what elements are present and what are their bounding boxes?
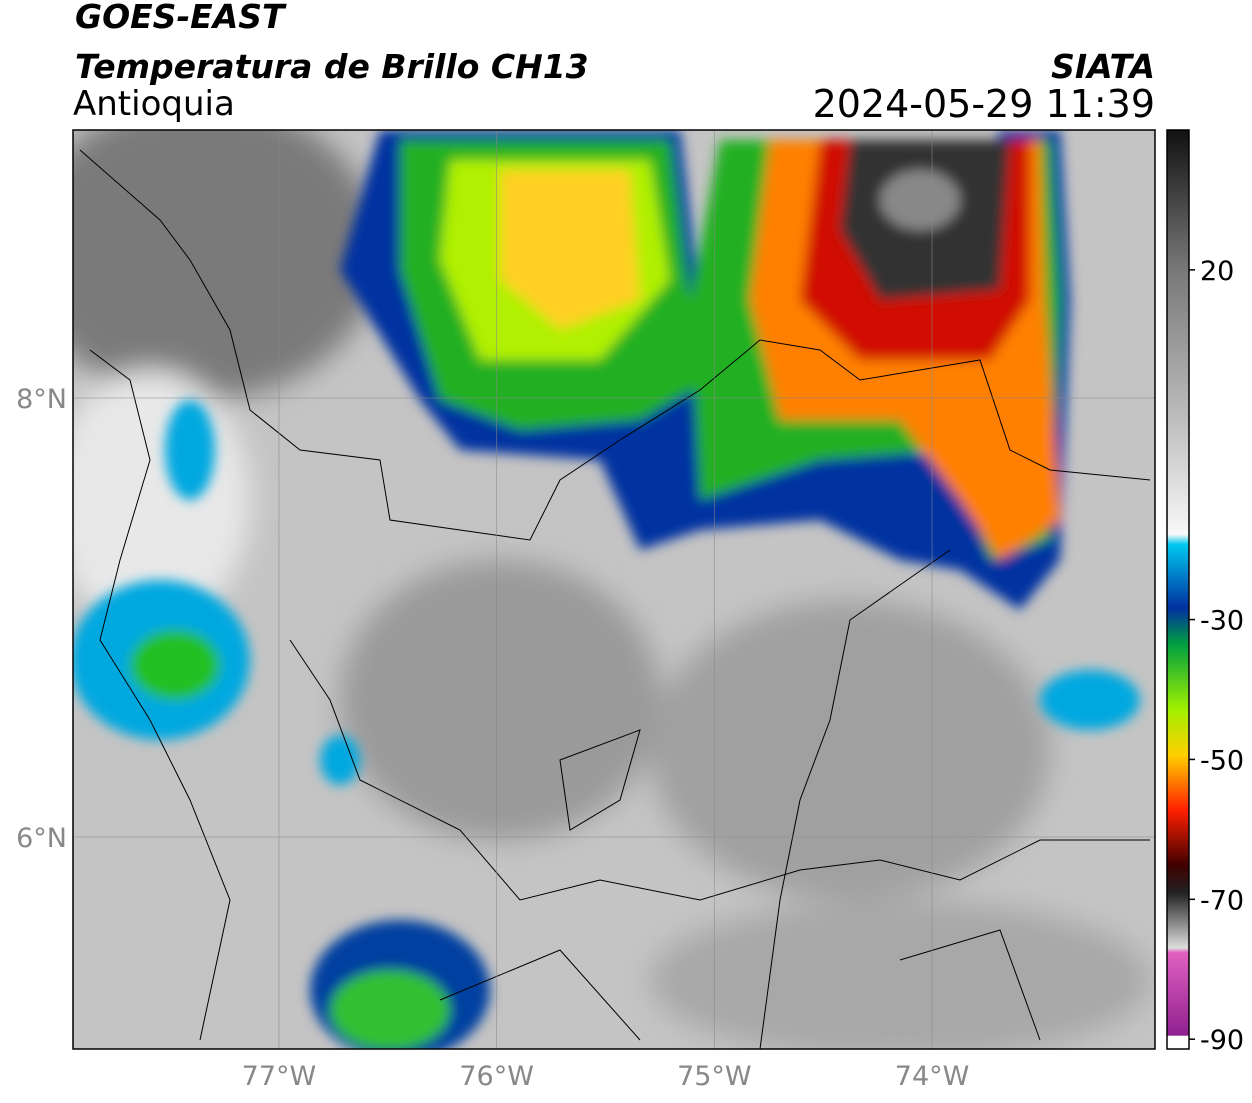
colorbar-tick-label: -70 — [1200, 885, 1244, 916]
region: Antioquia — [73, 84, 235, 124]
lon-tick-label: 75°W — [677, 1061, 752, 1092]
colorbar-tick-label: -90 — [1200, 1025, 1244, 1056]
colorbar-tick-label: -50 — [1200, 745, 1244, 776]
map-frame — [72, 129, 1156, 1050]
lat-tick-label: 6°N — [16, 823, 67, 854]
satellite: GOES-EAST — [75, 0, 287, 36]
source: SIATA — [1051, 47, 1155, 86]
datetime: 2024-05-29 11:39 — [813, 82, 1155, 126]
lon-tick-label: 77°W — [242, 1061, 317, 1092]
lon-tick-label: 74°W — [895, 1061, 970, 1092]
lon-tick-label: 76°W — [459, 1061, 534, 1092]
colorbar-tick-label: -30 — [1200, 606, 1244, 637]
product: Temperatura de Brillo CH13 — [75, 47, 589, 86]
lat-tick-label: 8°N — [16, 384, 67, 415]
map-image — [73, 130, 1155, 1049]
colorbar — [1166, 129, 1190, 1050]
colorbar-tick-label: 20 — [1200, 256, 1234, 287]
